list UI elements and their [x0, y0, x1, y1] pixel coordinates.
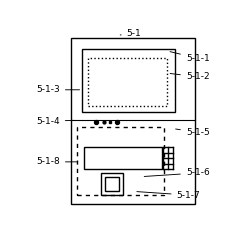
Bar [71, 38, 195, 204]
Text: 5-1-1: 5-1-1 [170, 52, 210, 63]
Text: 5-1-8: 5-1-8 [36, 157, 78, 166]
Text: 5-1-4: 5-1-4 [36, 117, 74, 126]
Bar [88, 58, 167, 106]
Text: 5-1: 5-1 [120, 29, 141, 38]
Bar [82, 49, 175, 112]
Bar [105, 177, 119, 192]
Text: 5-1-5: 5-1-5 [176, 128, 210, 137]
Text: 5-1-7: 5-1-7 [137, 191, 200, 200]
Text: 5-1-6: 5-1-6 [144, 168, 210, 177]
Text: 5-1-2: 5-1-2 [170, 72, 210, 81]
Text: 5-1-3: 5-1-3 [36, 85, 80, 94]
Bar [77, 127, 164, 195]
Bar [101, 173, 123, 195]
Bar [84, 147, 162, 169]
